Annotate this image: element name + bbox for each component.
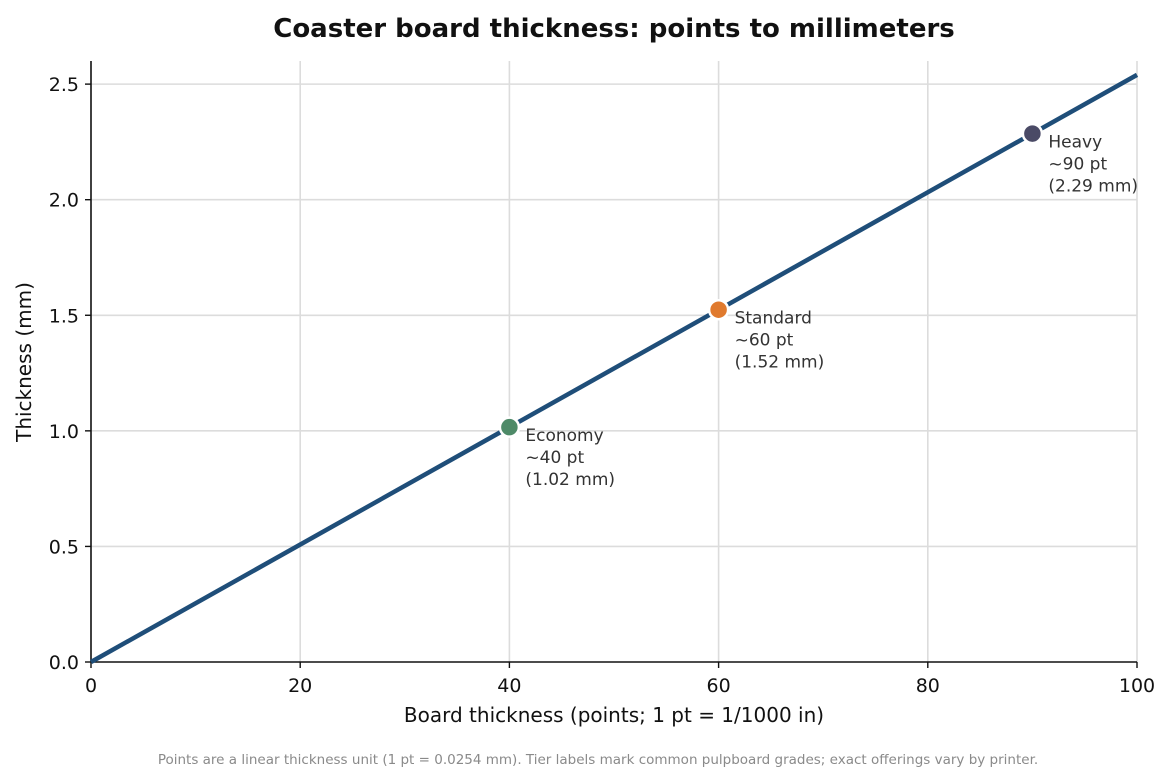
- series-line: [89, 72, 1139, 664]
- tier-point: [707, 298, 730, 321]
- y-axis-label: Thickness (mm): [12, 282, 36, 443]
- series: [89, 72, 1139, 664]
- x-tick-label: 40: [497, 675, 521, 697]
- x-tick-label: 0: [85, 675, 97, 697]
- x-axis-label: Board thickness (points; 1 pt = 1/1000 i…: [404, 703, 824, 727]
- points: Economy ~40 pt (1.02 mm) Standard ~60 pt (1.5…: [498, 122, 1138, 490]
- y-tick-label: 1.5: [49, 305, 79, 327]
- axes: [90, 61, 1137, 663]
- tier-annotation: Heavy ~90 pt (2.29 mm): [1048, 133, 1138, 197]
- x-tick-label: 60: [707, 675, 731, 697]
- y-ticks: 0.0 0.5 1.0 1.5 2.0 2.5: [49, 74, 91, 674]
- tier-annotation: Standard ~60 pt (1.52 mm): [735, 309, 825, 373]
- tier-point: [498, 416, 521, 438]
- x-ticks: 0 20 40 60 80 100: [85, 662, 1155, 697]
- footnote: Points are a linear thickness unit (1 pt…: [158, 752, 1038, 768]
- y-tick-label: 0.0: [49, 652, 79, 674]
- y-tick-label: 0.5: [49, 536, 79, 558]
- x-tick-label: 100: [1119, 675, 1155, 697]
- tier-annotation: Economy ~40 pt (1.02 mm): [525, 426, 615, 490]
- y-tick-label: 1.0: [49, 421, 79, 443]
- tier-point: [1021, 122, 1044, 145]
- chart-title: Coaster board thickness: points to milli…: [273, 14, 955, 44]
- y-tick-label: 2.5: [49, 74, 79, 96]
- x-tick-label: 20: [288, 675, 312, 697]
- y-tick-label: 2.0: [49, 190, 79, 212]
- x-tick-label: 80: [916, 675, 940, 697]
- grid: [91, 61, 1138, 662]
